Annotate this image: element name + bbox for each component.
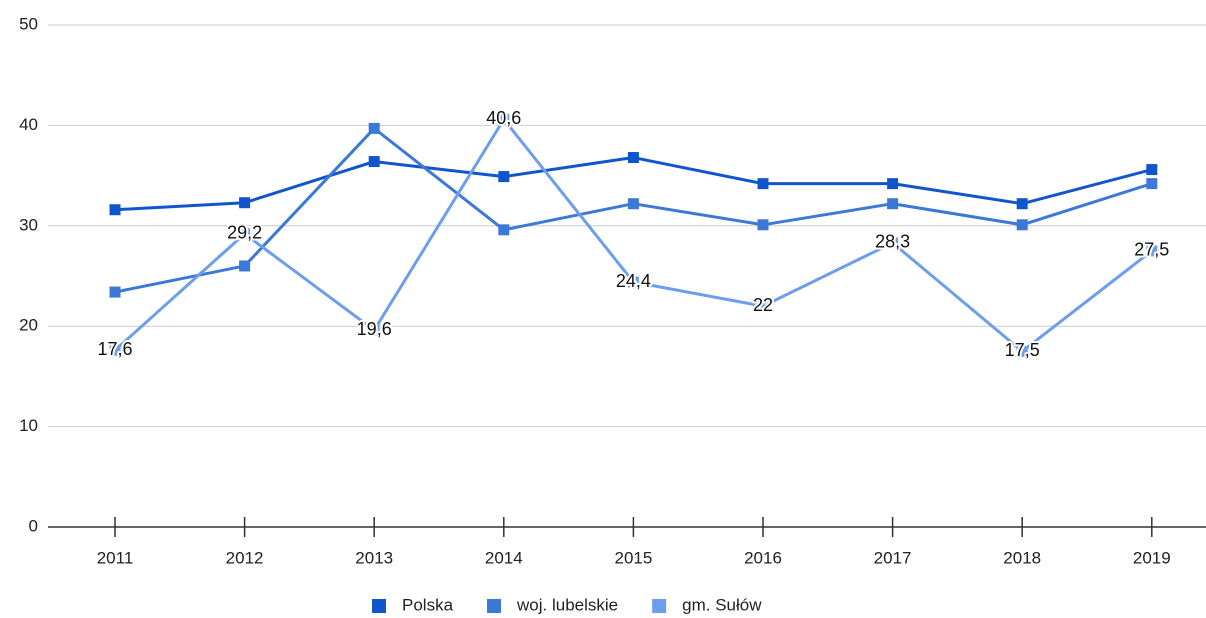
marker [757,219,769,231]
marker [498,224,510,236]
legend-label: woj. lubelskie [516,595,618,614]
marker [498,113,510,125]
x-tick-label: 2013 [355,548,393,567]
x-tick-label: 2019 [1133,548,1171,567]
y-tick-label: 0 [29,516,38,535]
x-tick-label: 2014 [485,548,523,567]
marker [498,171,510,183]
marker [239,228,251,240]
marker [627,276,639,288]
marker [239,197,251,209]
data-label: 24,4 [616,271,651,291]
x-tick-label: 2017 [874,548,912,567]
legend-label: gm. Sułów [682,595,762,614]
legend-swatch [372,599,386,613]
marker [887,237,899,249]
marker [757,178,769,190]
y-tick-label: 30 [19,215,38,234]
data-label: 19,6 [357,319,392,339]
marker [1146,178,1158,190]
marker [1016,219,1028,231]
data-label: 29,2 [227,223,262,243]
y-tick-label: 20 [19,316,38,335]
marker [627,152,639,164]
data-label: 28,3 [875,232,910,252]
data-label: 17,5 [1005,340,1040,360]
legend-swatch [652,599,667,613]
marker [1146,164,1158,176]
marker [1016,345,1028,357]
x-tick-label: 2016 [744,548,782,567]
marker [757,300,769,312]
x-tick-label: 2011 [97,548,134,567]
marker [368,324,380,336]
data-label: 22 [753,295,773,315]
marker [239,260,251,272]
data-label: 40,6 [486,108,521,128]
legend-swatch [487,599,502,613]
marker [368,156,380,168]
marker [109,344,121,356]
marker [627,198,639,210]
y-tick-label: 10 [19,416,38,435]
marker [1016,198,1028,210]
x-tick-label: 2018 [1003,548,1041,567]
marker [887,178,899,190]
x-tick-label: 2012 [226,548,264,567]
legend-label: Polska [402,595,454,614]
data-label: 17,6 [97,339,132,359]
marker [887,198,899,210]
y-tick-label: 40 [19,115,38,134]
marker [109,286,121,298]
marker [1146,245,1158,257]
marker [109,204,121,216]
data-label: 27,5 [1134,240,1169,260]
y-tick-label: 50 [19,14,38,33]
x-tick-label: 2015 [614,548,652,567]
marker [368,122,380,134]
